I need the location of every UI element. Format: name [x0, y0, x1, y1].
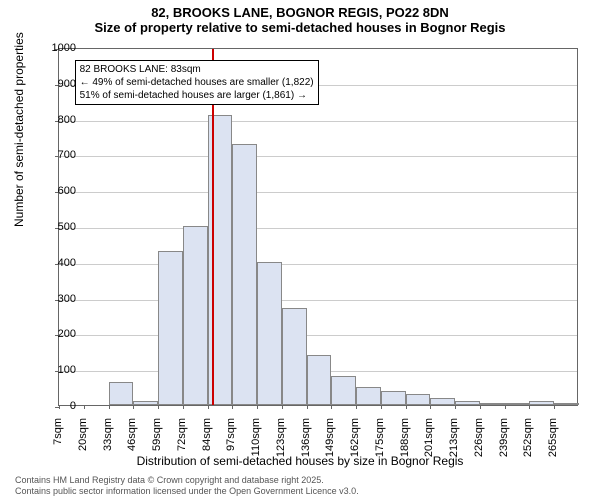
y-tick-label: 100	[46, 364, 76, 376]
y-tick-label: 700	[46, 149, 76, 161]
annotation-line-3: 51% of semi-detached houses are larger (…	[80, 89, 314, 102]
x-tick-label: 123sqm	[275, 418, 287, 466]
histogram-bar	[208, 115, 233, 405]
x-tick-label: 265sqm	[547, 418, 559, 466]
x-tick-label: 175sqm	[374, 418, 386, 466]
grid-line	[59, 335, 577, 336]
x-tick-mark	[109, 405, 110, 409]
x-tick-mark	[282, 405, 283, 409]
x-tick-mark	[455, 405, 456, 409]
x-tick-mark	[84, 405, 85, 409]
x-tick-mark	[406, 405, 407, 409]
x-tick-label: 59sqm	[151, 418, 163, 466]
y-tick-label: 0	[46, 400, 76, 412]
x-tick-mark	[331, 405, 332, 409]
x-tick-label: 72sqm	[176, 418, 188, 466]
grid-line	[59, 300, 577, 301]
y-tick-label: 300	[46, 293, 76, 305]
x-tick-mark	[133, 405, 134, 409]
x-tick-mark	[505, 405, 506, 409]
x-tick-label: 7sqm	[52, 418, 64, 466]
histogram-bar	[430, 398, 455, 405]
x-tick-label: 162sqm	[349, 418, 361, 466]
histogram-bar	[505, 403, 530, 405]
title-area: 82, BROOKS LANE, BOGNOR REGIS, PO22 8DN …	[0, 0, 600, 35]
histogram-bar	[257, 262, 282, 405]
grid-line	[59, 264, 577, 265]
histogram-bar	[406, 394, 431, 405]
x-tick-label: 97sqm	[225, 418, 237, 466]
x-tick-mark	[381, 405, 382, 409]
x-tick-label: 33sqm	[102, 418, 114, 466]
x-tick-label: 201sqm	[423, 418, 435, 466]
x-tick-label: 84sqm	[201, 418, 213, 466]
x-tick-label: 20sqm	[77, 418, 89, 466]
histogram-bar	[455, 401, 480, 405]
footer-line-2: Contains public sector information licen…	[15, 486, 359, 497]
grid-line	[59, 192, 577, 193]
grid-line	[59, 228, 577, 229]
x-tick-mark	[480, 405, 481, 409]
y-axis-label: Number of semi-detached properties	[12, 32, 26, 227]
x-tick-label: 46sqm	[126, 418, 138, 466]
annotation-line-1: 82 BROOKS LANE: 83sqm	[80, 63, 314, 76]
chart-subtitle: Size of property relative to semi-detach…	[0, 20, 600, 35]
chart-container: 82, BROOKS LANE, BOGNOR REGIS, PO22 8DN …	[0, 0, 600, 500]
x-tick-mark	[183, 405, 184, 409]
histogram-bar	[480, 403, 505, 405]
chart-title: 82, BROOKS LANE, BOGNOR REGIS, PO22 8DN	[0, 5, 600, 20]
grid-line	[59, 156, 577, 157]
x-tick-label: 136sqm	[300, 418, 312, 466]
x-tick-label: 188sqm	[399, 418, 411, 466]
histogram-bar	[381, 391, 406, 405]
x-tick-label: 110sqm	[250, 418, 262, 466]
histogram-bar	[183, 226, 208, 405]
histogram-bar	[307, 355, 332, 405]
histogram-bar	[554, 403, 579, 405]
y-tick-label: 600	[46, 185, 76, 197]
histogram-bar	[232, 144, 257, 405]
annotation-line-2: ← 49% of semi-detached houses are smalle…	[80, 76, 314, 89]
x-tick-label: 252sqm	[522, 418, 534, 466]
y-tick-label: 400	[46, 257, 76, 269]
histogram-bar	[282, 308, 307, 405]
histogram-bar	[158, 251, 183, 405]
y-tick-label: 500	[46, 221, 76, 233]
x-tick-mark	[307, 405, 308, 409]
histogram-bar	[529, 401, 554, 405]
histogram-bar	[331, 376, 356, 405]
x-tick-mark	[430, 405, 431, 409]
x-tick-mark	[158, 405, 159, 409]
annotation-box: 82 BROOKS LANE: 83sqm← 49% of semi-detac…	[75, 60, 319, 105]
x-tick-mark	[529, 405, 530, 409]
x-tick-label: 213sqm	[448, 418, 460, 466]
x-tick-mark	[554, 405, 555, 409]
histogram-bar	[356, 387, 381, 405]
footer-line-1: Contains HM Land Registry data © Crown c…	[15, 475, 359, 486]
x-tick-mark	[356, 405, 357, 409]
x-tick-label: 149sqm	[324, 418, 336, 466]
x-tick-label: 239sqm	[498, 418, 510, 466]
footer-attribution: Contains HM Land Registry data © Crown c…	[15, 475, 359, 497]
x-tick-label: 226sqm	[473, 418, 485, 466]
plot-area: 82 BROOKS LANE: 83sqm← 49% of semi-detac…	[58, 48, 578, 406]
y-tick-label: 200	[46, 328, 76, 340]
histogram-bar	[133, 401, 158, 405]
grid-line	[59, 121, 577, 122]
histogram-bar	[109, 382, 134, 405]
x-tick-mark	[232, 405, 233, 409]
y-tick-label: 900	[46, 78, 76, 90]
y-tick-label: 1000	[46, 42, 76, 54]
x-tick-mark	[257, 405, 258, 409]
y-tick-label: 800	[46, 114, 76, 126]
x-tick-mark	[208, 405, 209, 409]
